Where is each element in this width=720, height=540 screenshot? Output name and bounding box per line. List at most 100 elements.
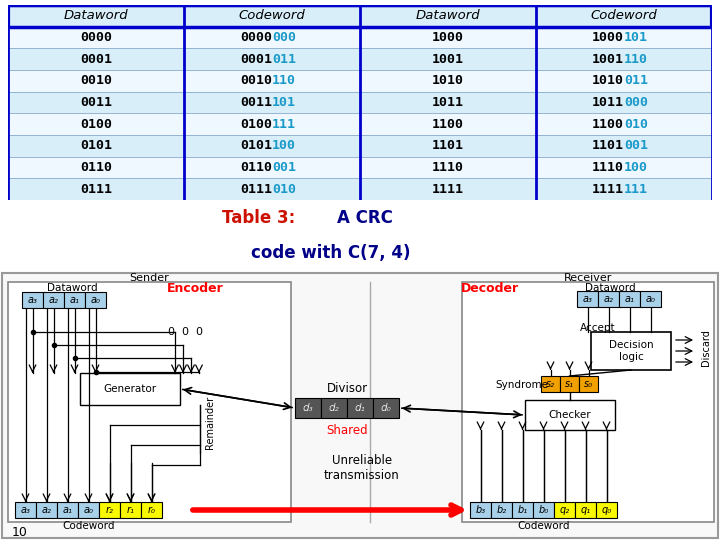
Text: a₁: a₁ — [624, 294, 634, 304]
Bar — [22, 292, 43, 308]
Text: 1100: 1100 — [432, 118, 464, 131]
Bar — [577, 291, 598, 307]
Text: Dataword: Dataword — [415, 9, 480, 22]
Bar — [525, 400, 615, 430]
Text: 111: 111 — [272, 118, 296, 131]
Text: 1100: 1100 — [592, 118, 624, 131]
Text: 110: 110 — [624, 53, 648, 66]
Bar — [560, 376, 579, 392]
Bar — [470, 502, 491, 518]
Text: a₂: a₂ — [42, 505, 51, 515]
Bar — [373, 398, 399, 418]
Text: 100: 100 — [272, 139, 296, 152]
Bar — [619, 291, 640, 307]
Bar — [8, 282, 291, 522]
Text: 10: 10 — [12, 525, 28, 538]
Text: q₁: q₁ — [580, 505, 590, 515]
Text: Dataword: Dataword — [63, 9, 128, 22]
Text: 1000: 1000 — [592, 31, 624, 44]
Text: a₃: a₃ — [21, 505, 30, 515]
Text: Sender: Sender — [130, 273, 169, 283]
Text: a₀: a₀ — [84, 505, 94, 515]
Text: 0000: 0000 — [80, 31, 112, 44]
Text: Discard: Discard — [701, 329, 711, 367]
Text: a₀: a₀ — [646, 294, 655, 304]
Text: d₀: d₀ — [381, 403, 392, 413]
Bar — [57, 502, 78, 518]
Text: Checker: Checker — [549, 410, 591, 420]
Text: 001: 001 — [272, 161, 296, 174]
Text: s₂: s₂ — [546, 379, 555, 389]
Bar — [462, 282, 714, 522]
Text: 0  0  0: 0 0 0 — [168, 327, 202, 337]
Bar — [491, 502, 512, 518]
Text: b₁: b₁ — [518, 505, 528, 515]
Text: 0001: 0001 — [240, 53, 272, 66]
Bar — [78, 502, 99, 518]
Bar — [64, 292, 85, 308]
Text: a₂: a₂ — [48, 295, 58, 305]
Text: Generator: Generator — [104, 384, 156, 394]
Bar — [8, 70, 712, 92]
Bar — [533, 502, 554, 518]
Bar — [120, 502, 141, 518]
Bar — [598, 291, 619, 307]
Text: 000: 000 — [624, 96, 648, 109]
Bar — [321, 398, 347, 418]
Text: s₀: s₀ — [584, 379, 593, 389]
Text: 1011: 1011 — [592, 96, 624, 109]
Bar — [8, 135, 712, 157]
Text: 010: 010 — [624, 118, 648, 131]
Text: d₂: d₂ — [328, 403, 339, 413]
Text: 0111: 0111 — [240, 183, 272, 195]
Bar — [596, 502, 617, 518]
Text: Codeword: Codeword — [62, 521, 114, 531]
Text: A CRC: A CRC — [337, 209, 393, 227]
Text: a₀: a₀ — [91, 295, 100, 305]
Text: 0101: 0101 — [80, 139, 112, 152]
Text: 0011: 0011 — [240, 96, 272, 109]
Text: b₀: b₀ — [539, 505, 549, 515]
Text: 1001: 1001 — [592, 53, 624, 66]
Text: d₁: d₁ — [355, 403, 365, 413]
Text: a₃: a₃ — [582, 294, 593, 304]
Bar — [575, 502, 596, 518]
Text: r₁: r₁ — [127, 505, 135, 515]
Text: Accept: Accept — [580, 323, 616, 333]
Bar — [541, 376, 560, 392]
Text: Codeword: Codeword — [517, 521, 570, 531]
Bar — [43, 292, 64, 308]
Text: 1010: 1010 — [432, 75, 464, 87]
Text: 0011: 0011 — [80, 96, 112, 109]
Text: 010: 010 — [272, 183, 296, 195]
Text: 0010: 0010 — [240, 75, 272, 87]
Text: 1110: 1110 — [432, 161, 464, 174]
Text: 0101: 0101 — [240, 139, 272, 152]
Text: Syndrome: Syndrome — [495, 380, 548, 390]
Bar — [85, 292, 106, 308]
Text: 000: 000 — [272, 31, 296, 44]
Text: r₂: r₂ — [106, 505, 114, 515]
Text: d₀: d₀ — [381, 403, 392, 413]
Bar — [36, 502, 57, 518]
Bar — [295, 398, 321, 418]
Text: 1111: 1111 — [592, 183, 624, 195]
Text: 1001: 1001 — [432, 53, 464, 66]
Text: Divisor: Divisor — [326, 382, 368, 395]
Text: Remainder: Remainder — [205, 395, 215, 449]
Bar — [554, 502, 575, 518]
Bar — [640, 291, 661, 307]
Bar — [591, 332, 671, 370]
Text: a₁: a₁ — [70, 295, 79, 305]
Text: 1011: 1011 — [432, 96, 464, 109]
Text: 1101: 1101 — [432, 139, 464, 152]
Bar — [8, 26, 712, 49]
Bar — [8, 92, 712, 113]
Text: 011: 011 — [624, 75, 648, 87]
Bar — [579, 376, 598, 392]
Text: 100: 100 — [624, 161, 648, 174]
Text: 1111: 1111 — [432, 183, 464, 195]
Text: d₃: d₃ — [302, 403, 313, 413]
Text: Unreliable
transmission: Unreliable transmission — [324, 454, 400, 482]
Bar — [347, 398, 373, 418]
